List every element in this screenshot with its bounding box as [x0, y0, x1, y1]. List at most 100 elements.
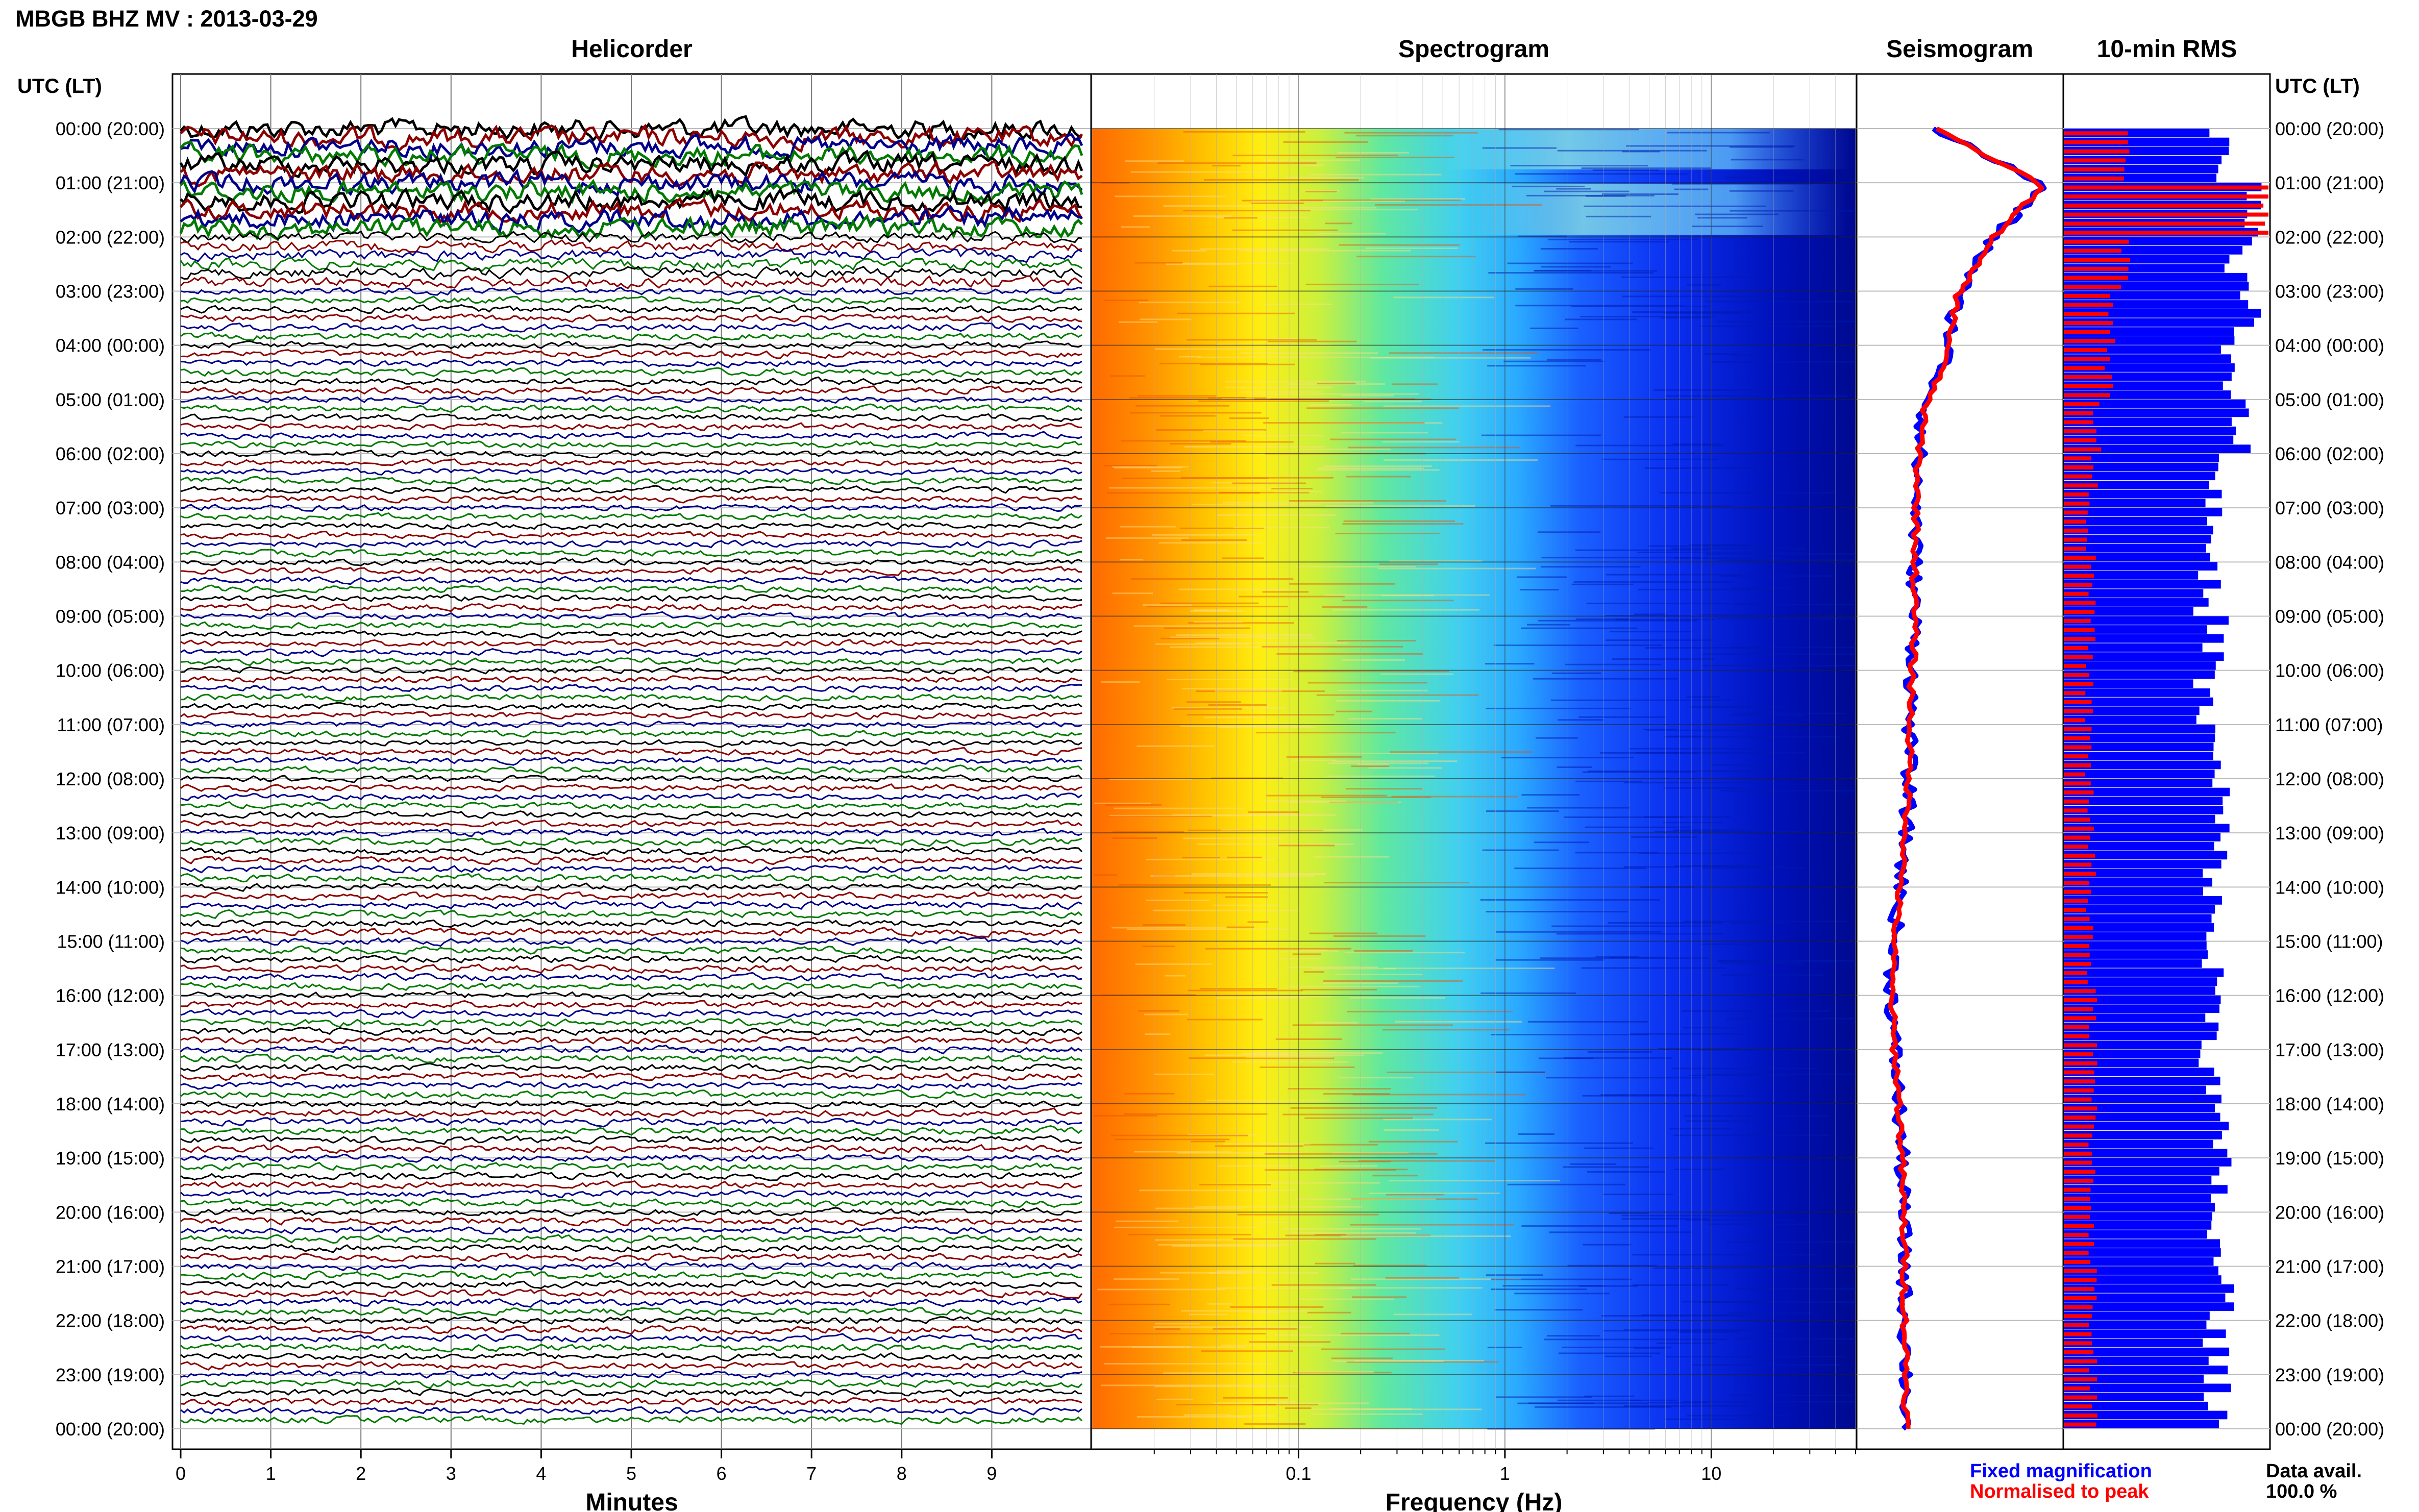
helicorder-trace	[180, 1026, 1082, 1036]
spectrogram-streak	[1530, 327, 1578, 329]
spectrogram-streak	[1183, 131, 1305, 133]
time-label-right: 00:00 (20:00)	[2275, 118, 2384, 139]
spectrogram-streak	[1301, 988, 1377, 990]
spectrogram-streak	[1579, 1285, 1639, 1287]
spectrogram-streak	[1527, 807, 1630, 809]
spectrogram-streak	[1192, 504, 1320, 506]
spectrogram-streak	[1101, 1384, 1270, 1386]
spectrogram-streak	[1241, 391, 1322, 393]
spectrogram-streak	[1289, 583, 1395, 585]
spectrogram-streak	[1223, 1143, 1311, 1145]
time-label-right: 21:00 (17:00)	[2275, 1256, 2384, 1277]
spectrogram-streak	[1267, 340, 1357, 342]
spectrogram-streak	[1486, 810, 1559, 812]
spectrogram-streak	[1600, 1094, 1697, 1096]
spectrogram-streak	[1189, 1313, 1228, 1316]
spectrogram-streak	[1321, 797, 1431, 799]
spectrogram-streak	[1602, 193, 1679, 195]
helicorder-trace	[180, 972, 1082, 982]
helicorder-trace	[180, 1207, 1082, 1217]
spectrogram-streak	[1288, 1088, 1391, 1090]
spectrogram-streak	[1496, 931, 1662, 933]
time-label-right: 10:00 (06:00)	[2275, 660, 2384, 681]
page-title: MBGB BHZ MV : 2013-03-29	[15, 6, 318, 32]
spectrogram-streak	[1184, 446, 1325, 448]
spectrogram-streak	[1533, 678, 1679, 680]
spectrogram-streak	[1230, 1306, 1324, 1308]
spectrogram-streak	[1248, 811, 1299, 813]
rms-bar-normalised	[2064, 953, 2090, 957]
spectrogram-streak	[1588, 770, 1760, 772]
spectrogram-streak	[1142, 924, 1186, 926]
spectrogram-streak	[1491, 1034, 1649, 1036]
spectrogram-streak	[1485, 663, 1535, 665]
rms-bar-normalised	[2064, 1404, 2092, 1409]
rms-bar-normalised	[2064, 528, 2088, 533]
spectrogram-streak	[1099, 1346, 1192, 1348]
helicorder-trace	[180, 756, 1082, 766]
rms-bar-normalised	[2064, 1052, 2093, 1057]
spectrogram-streak	[1628, 1399, 1678, 1401]
spectrogram-streak	[1315, 1262, 1355, 1265]
spectrogram-streak	[1673, 1134, 1830, 1136]
rms-bar-normalised	[2064, 212, 2268, 217]
spectrogram-streak	[1344, 132, 1478, 134]
spectrogram-streak	[1283, 141, 1368, 143]
rms-bar-fixed	[2064, 1058, 2199, 1068]
spectrogram-streak	[1251, 201, 1405, 203]
rms-bar-fixed	[2064, 508, 2223, 516]
helicorder-trace	[180, 648, 1082, 657]
helicorder-trace	[180, 467, 1082, 476]
rms-bar-normalised	[2064, 899, 2088, 903]
rms-bar-normalised	[2064, 591, 2089, 596]
rms-bar-fixed	[2064, 417, 2232, 426]
helicorder-trace	[180, 873, 1082, 883]
spectrogram-streak	[1289, 500, 1446, 502]
rms-bar-normalised	[2064, 249, 2121, 253]
spectrogram-streak	[1557, 150, 1707, 152]
spectrogram-streak	[1320, 422, 1443, 424]
spectrogram-streak	[1695, 213, 1779, 215]
spectrogram-streak	[1692, 226, 1763, 228]
helicorder-trace	[180, 927, 1082, 938]
spectrogram-streak	[1393, 1313, 1472, 1316]
spectrogram-streak	[1390, 751, 1532, 753]
spectrogram-streak	[1145, 899, 1210, 901]
spectrogram-streak	[1351, 1278, 1521, 1280]
rms-bar-fixed	[2064, 860, 2221, 869]
spectrogram-streak	[1322, 606, 1368, 608]
spectrogram-streak	[1565, 318, 1638, 320]
rms-bar-normalised	[2064, 673, 2090, 677]
spectrogram-streak	[1606, 639, 1712, 641]
spectrogram-streak	[1270, 811, 1295, 813]
helicorder-tick-label: 1	[266, 1463, 276, 1484]
rms-bar-normalised	[2064, 790, 2094, 795]
spectrogram-streak	[1356, 256, 1476, 258]
spectrogram-streak	[1700, 1301, 1881, 1303]
spectrogram-streak	[1633, 1284, 1730, 1286]
spectrogram-streak	[1181, 1310, 1314, 1312]
spectrogram-streak	[1697, 217, 1748, 219]
rms-bar-fixed	[2064, 535, 2211, 543]
rms-bar-normalised	[2064, 176, 2124, 181]
spectrogram-streak	[1208, 1272, 1245, 1274]
spectrogram-streak	[1226, 856, 1262, 858]
spectrogram-streak	[1621, 1214, 1759, 1217]
spectrogram-streak	[1701, 664, 1859, 666]
spectrogram-streak	[1232, 229, 1338, 231]
time-label-left: 16:00 (12:00)	[56, 985, 165, 1006]
helicorder-trace	[180, 864, 1082, 874]
spectrogram-streak	[1199, 1184, 1271, 1186]
spectrogram-streak	[1624, 866, 1692, 868]
spectrogram-streak	[1363, 401, 1422, 403]
spectrogram-streak	[1216, 997, 1306, 999]
spectrogram-streak	[1188, 989, 1303, 992]
spectrogram-streak	[1346, 1361, 1499, 1363]
spectrogram-streak	[1639, 852, 1779, 854]
rms-bar-normalised	[2064, 1160, 2092, 1165]
spectrogram-streak	[1564, 816, 1684, 818]
spectrogram-streak	[1494, 645, 1663, 647]
spectrogram-streak	[1251, 1052, 1383, 1054]
rms-bar-normalised	[2064, 266, 2129, 271]
spectrogram-streak	[1114, 807, 1245, 809]
